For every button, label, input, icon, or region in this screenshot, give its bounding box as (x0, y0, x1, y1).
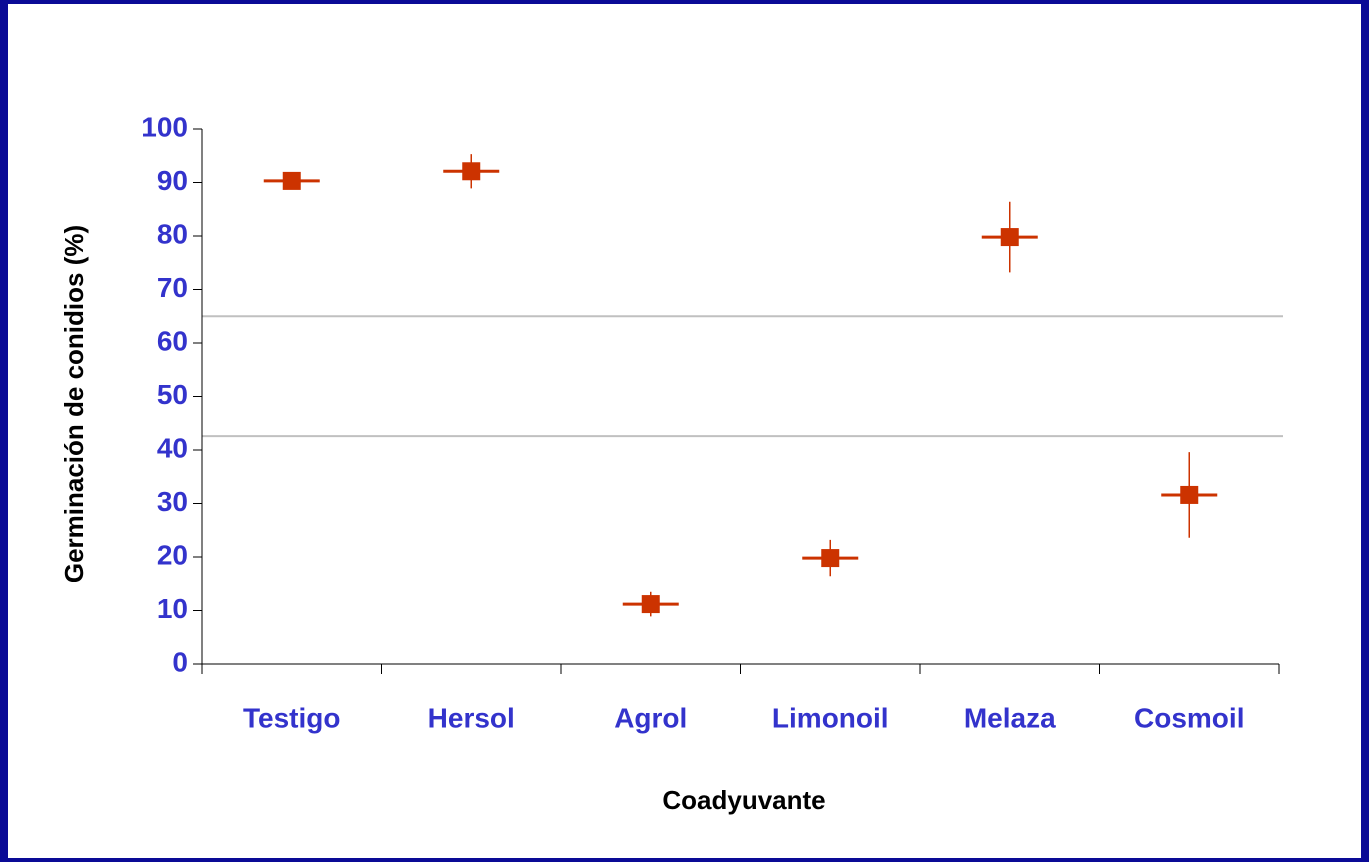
y-tick-label: 10 (157, 593, 188, 624)
marker (282, 171, 301, 190)
x-tick-label: Limonoil (772, 702, 889, 733)
y-tick-label: 50 (157, 379, 188, 410)
y-tick-label: 90 (157, 165, 188, 196)
chart: Coadyuvante Germinación de conidios (%) … (8, 4, 1361, 858)
x-tick-label: Cosmoil (1134, 702, 1244, 733)
marker (821, 549, 840, 568)
y-tick-label: 40 (157, 432, 188, 463)
y-tick-label: 0 (172, 646, 188, 677)
x-tick-label: Melaza (964, 702, 1056, 733)
y-tick-label: 30 (157, 486, 188, 517)
x-axis-title: Coadyuvante (662, 785, 825, 815)
marker (462, 162, 481, 181)
y-tick-label: 20 (157, 539, 188, 570)
y-tick-label: 60 (157, 325, 188, 356)
x-tick-label: Agrol (614, 702, 687, 733)
marker (1180, 485, 1199, 504)
marker (1000, 228, 1019, 247)
y-tick-label: 70 (157, 272, 188, 303)
x-tick-label: Testigo (243, 702, 340, 733)
marker (641, 595, 660, 614)
x-tick-label: Hersol (428, 702, 515, 733)
y-tick-label: 80 (157, 218, 188, 249)
y-tick-label: 100 (141, 111, 188, 142)
y-axis-title: Germinación de conidios (%) (59, 225, 89, 583)
